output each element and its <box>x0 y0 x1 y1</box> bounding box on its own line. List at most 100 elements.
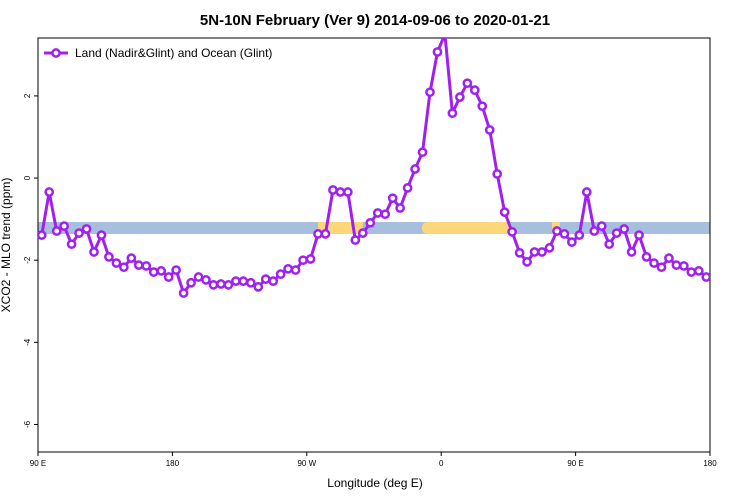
data-point <box>626 247 637 257</box>
data-point <box>223 279 234 290</box>
data-point <box>619 224 629 234</box>
plot-area <box>38 38 710 298</box>
data-point <box>313 229 323 239</box>
data-point <box>387 193 398 204</box>
data-point <box>492 169 503 179</box>
data-point <box>604 239 615 250</box>
data-point <box>634 230 644 240</box>
data-point <box>507 227 517 237</box>
data-point <box>514 247 525 258</box>
data-point <box>350 235 361 245</box>
y-tick-label: -6 <box>23 420 32 428</box>
data-point <box>559 229 570 239</box>
data-point <box>499 207 510 217</box>
data-point <box>178 288 189 298</box>
data-point <box>649 258 659 268</box>
data-point <box>596 221 607 231</box>
x-tick-label: 0 <box>439 459 444 468</box>
data-point <box>111 258 122 268</box>
data-point <box>441 38 449 40</box>
data-point <box>417 147 428 158</box>
data-point <box>402 183 413 193</box>
data-point <box>171 265 181 275</box>
data-point <box>484 125 495 135</box>
data-point <box>231 276 241 286</box>
y-tick-label: 0 <box>23 175 32 180</box>
data-point <box>380 209 391 220</box>
y-tick-label: -2 <box>23 256 32 264</box>
data-point <box>641 252 652 262</box>
data-point <box>163 272 174 282</box>
data-point <box>260 274 271 284</box>
data-point <box>537 247 547 257</box>
data-point <box>216 279 226 289</box>
data-point <box>89 247 99 257</box>
data-point <box>372 208 383 218</box>
data-point <box>328 185 338 195</box>
data-point <box>126 253 137 263</box>
data-point <box>104 252 114 262</box>
data-point <box>119 262 129 273</box>
data-point <box>656 262 667 273</box>
legend-marker <box>51 48 61 58</box>
chart-title: 5N-10N February (Ver 9) 2014-09-06 to 20… <box>200 12 550 29</box>
data-point <box>238 276 249 286</box>
data-point <box>66 239 77 250</box>
data-point <box>74 228 84 238</box>
x-tick-label: 180 <box>703 459 717 468</box>
x-axis-label: Longitude (deg E) <box>327 476 422 490</box>
x-tick-label: 90 W <box>297 459 316 468</box>
data-point <box>395 203 405 213</box>
data-point <box>156 266 167 276</box>
data-point <box>38 230 47 240</box>
data-point <box>201 275 211 285</box>
data-point <box>44 187 55 197</box>
data-point <box>462 78 473 89</box>
data-point <box>693 266 704 276</box>
data-point <box>305 254 316 264</box>
data-point <box>253 282 264 292</box>
data-point <box>410 164 420 174</box>
data-point <box>51 226 62 236</box>
data-point <box>343 187 353 197</box>
data-point <box>529 247 540 257</box>
data-point <box>567 237 577 247</box>
legend-label: Land (Nadir&Glint) and Ocean (Glint) <box>75 46 272 60</box>
data-point <box>335 187 346 197</box>
y-axis-label: XCO2 - MLO trend (ppm) <box>0 178 13 313</box>
data-point <box>193 272 204 282</box>
data-point <box>477 101 488 112</box>
data-point <box>268 276 279 286</box>
plot-frame <box>37 37 711 453</box>
data-point <box>96 230 107 240</box>
data-point <box>455 92 465 102</box>
data-point <box>141 261 152 271</box>
data-point <box>544 243 555 253</box>
data-point <box>59 221 69 231</box>
data-point <box>298 255 308 266</box>
data-point <box>245 277 256 288</box>
data-point <box>186 277 196 288</box>
data-point <box>581 187 592 197</box>
data-point <box>365 217 376 228</box>
data-point <box>574 230 585 240</box>
data-point <box>275 269 286 280</box>
x-tick-label: 90 E <box>30 459 46 468</box>
y-tick-label: -4 <box>23 338 32 346</box>
data-point <box>552 226 562 236</box>
data-point <box>447 108 458 119</box>
data-point <box>81 224 92 234</box>
x-tick-label: 180 <box>166 459 180 468</box>
data-point <box>208 279 219 290</box>
data-point <box>611 228 622 238</box>
data-point <box>671 260 682 270</box>
x-tick-label: 90 E <box>567 459 583 468</box>
data-point <box>679 261 689 271</box>
y-tick-label: 2 <box>23 93 32 98</box>
data-point <box>664 253 674 263</box>
data-point <box>589 226 600 236</box>
data-point <box>148 267 159 277</box>
data-point <box>425 87 435 98</box>
data-point <box>320 229 331 239</box>
